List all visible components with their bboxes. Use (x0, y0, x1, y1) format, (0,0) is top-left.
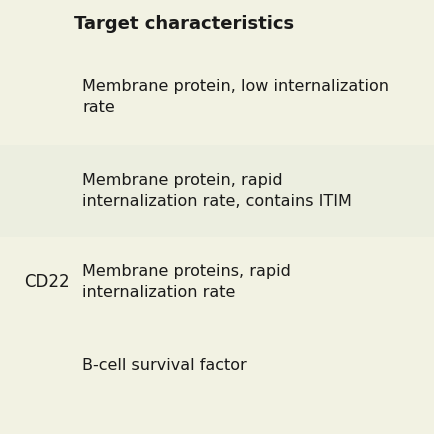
FancyBboxPatch shape (0, 328, 434, 404)
FancyBboxPatch shape (0, 145, 434, 237)
Text: Membrane proteins, rapid
internalization rate: Membrane proteins, rapid internalization… (82, 264, 291, 300)
Text: Membrane protein, low internalization
rate: Membrane protein, low internalization ra… (82, 79, 389, 115)
Text: CD22: CD22 (24, 273, 69, 291)
FancyBboxPatch shape (0, 237, 434, 328)
FancyBboxPatch shape (0, 0, 434, 48)
Text: Target characteristics: Target characteristics (74, 15, 294, 33)
Text: B-cell survival factor: B-cell survival factor (82, 358, 247, 373)
FancyBboxPatch shape (0, 404, 434, 434)
FancyBboxPatch shape (0, 48, 434, 145)
Text: Membrane protein, rapid
internalization rate, contains ITIM: Membrane protein, rapid internalization … (82, 173, 352, 209)
